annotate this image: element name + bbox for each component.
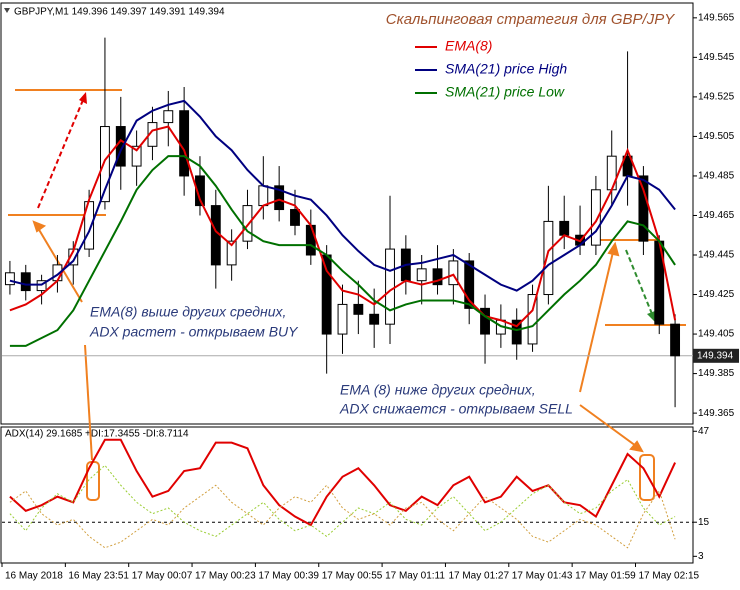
candle-body [337, 303, 348, 335]
arrow-line [579, 404, 637, 447]
series-line [9, 155, 676, 347]
candle-body [448, 260, 459, 286]
candle-body [4, 272, 15, 286]
price-panel [0, 2, 694, 425]
arrow-head [647, 311, 655, 322]
y-tick-label: 149.485 [698, 171, 735, 182]
x-tick-label: 17 May 00:07 [132, 571, 193, 582]
candle-body [321, 254, 332, 335]
adx-panel [0, 426, 694, 564]
candle-body [353, 303, 364, 315]
annotation: ADX снижается - открываем SELL [339, 401, 573, 417]
legend-label: SMA(21) price High [445, 61, 567, 77]
candle-body [480, 307, 490, 335]
candle-body [290, 209, 300, 226]
x-tick-label: 17 May 01:59 [575, 571, 636, 582]
candle-body [606, 155, 617, 191]
candle-body [670, 323, 681, 357]
last-price-label: 149.394 [697, 350, 734, 361]
candle-body [543, 220, 554, 296]
candle-body [416, 268, 427, 282]
symbol-icon [4, 8, 10, 13]
candle-body [511, 319, 522, 345]
x-tick-label: 16 May 2018 [5, 571, 63, 582]
y-tick-label: 47 [698, 426, 710, 437]
y-tick-label: 149.525 [698, 92, 735, 103]
series-line [9, 99, 676, 292]
arrow-line [84, 344, 93, 461]
annotation: EMA (8) ниже других средних, [340, 382, 536, 398]
candle-body [195, 175, 205, 207]
x-tick-label: 17 May 00:39 [258, 571, 319, 582]
x-tick-label: 17 May 00:23 [195, 571, 256, 582]
y-tick-label: 149.505 [698, 131, 735, 142]
candle-body [527, 294, 538, 345]
candle-body [179, 110, 190, 177]
chart-title: Скальпинговая стратегия для GBP/JPY [386, 11, 675, 28]
candle-body [559, 220, 570, 236]
dashed-arrow [37, 99, 84, 209]
highlight-box [639, 454, 655, 501]
candle-body [163, 110, 174, 124]
indicator-label: ADX(14) 29.1685 +DI:17.3455 -DI:8.7114 [5, 429, 189, 440]
candle-body [590, 189, 601, 246]
candle-body [638, 175, 649, 242]
y-tick-label: 149.365 [698, 408, 735, 419]
dashed-arrow [625, 249, 653, 315]
candle-body [258, 185, 269, 207]
arrow-line [579, 251, 614, 393]
candle-body [385, 248, 395, 325]
candle-body [131, 145, 142, 167]
y-tick-label: 149.385 [698, 368, 735, 379]
candle-body [369, 313, 380, 325]
arrow-head [79, 92, 87, 104]
candle-body [464, 260, 475, 309]
series-line [9, 464, 676, 538]
x-tick-label: 17 May 00:55 [322, 571, 383, 582]
legend-label: SMA(21) price Low [445, 84, 565, 100]
arrow-head [607, 241, 620, 257]
last-price-box [693, 348, 739, 363]
candle-body [305, 224, 316, 256]
x-tick-label: 16 May 23:51 [68, 571, 129, 582]
y-tick-label: 149.565 [698, 12, 735, 23]
y-tick-label: 3 [698, 551, 704, 562]
series-line [9, 484, 676, 549]
candle-body [242, 205, 253, 242]
symbol-label: GBPJPY,M1 149.396 149.397 149.391 149.39… [14, 7, 225, 18]
annotation: EMA(8) выше других средних, [90, 304, 286, 320]
candle-body [274, 185, 285, 211]
candle-body [432, 268, 443, 286]
arrow-head [629, 440, 644, 453]
x-tick-label: 17 May 02:15 [638, 571, 699, 582]
candle-body [20, 272, 31, 292]
x-tick-label: 17 May 01:11 [385, 571, 445, 582]
y-tick-label: 149.445 [698, 250, 735, 261]
y-tick-label: 149.545 [698, 52, 735, 63]
y-tick-label: 149.405 [698, 329, 735, 340]
candle-body [226, 240, 237, 266]
candle-body [100, 126, 110, 203]
arrow-head [32, 220, 47, 233]
y-tick-label: 149.465 [698, 210, 735, 221]
x-tick-label: 17 May 01:43 [512, 571, 573, 582]
y-tick-label: 15 [698, 517, 710, 528]
legend-label: EMA(8) [445, 38, 492, 54]
annotation: ADX растет - открываем BUY [89, 324, 299, 340]
series-line [9, 125, 677, 328]
x-tick-label: 17 May 01:27 [448, 571, 509, 582]
y-tick-label: 149.425 [698, 289, 735, 300]
